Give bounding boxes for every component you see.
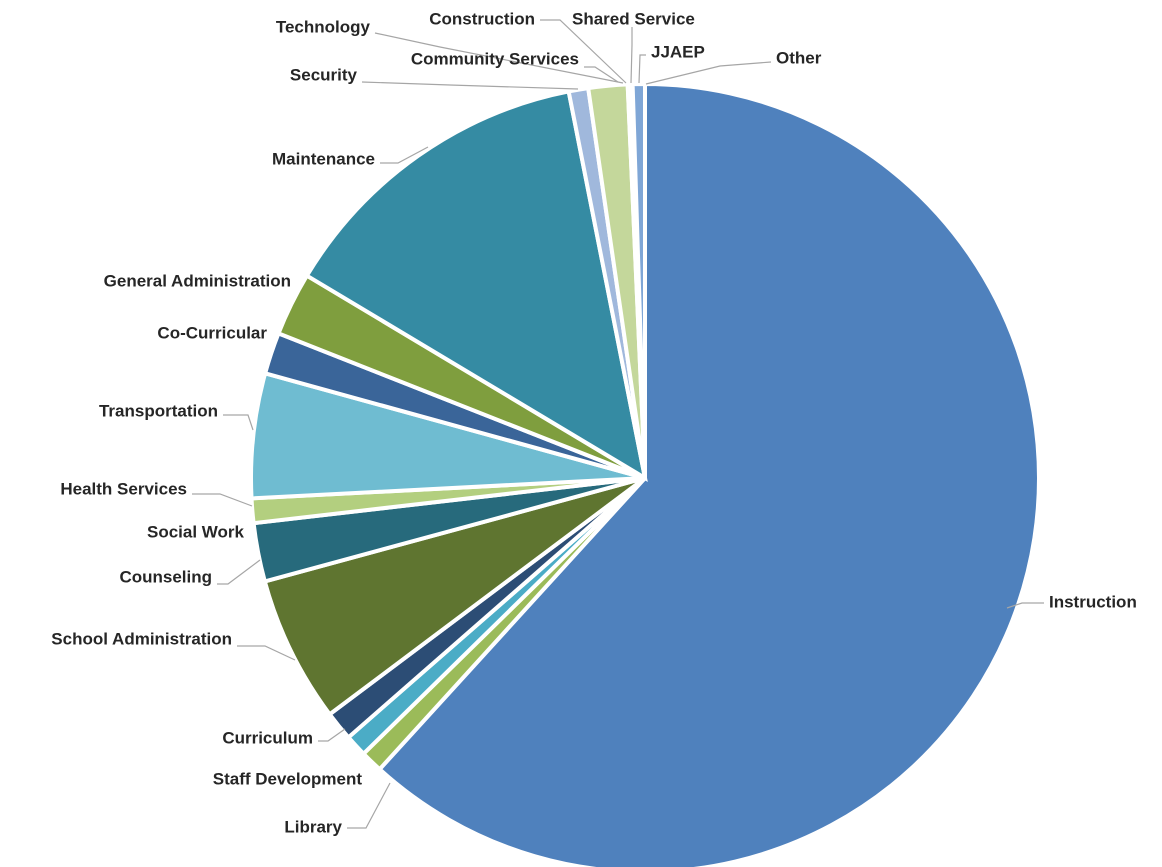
leader-shared-service [630,27,633,84]
leader-school-administration [237,645,296,661]
leader-library [347,782,391,829]
label-transportation: Transportation [99,401,218,420]
slice-instruction [376,81,1041,867]
slice-school-administration [262,476,647,718]
label-instruction: Instruction [1049,592,1137,611]
leader-counseling [217,559,261,585]
leader-construction [540,19,627,84]
leader-jjaep [638,54,646,84]
slice-labels: Instruction Library Staff Development Curri… [51,9,1137,836]
leader-curriculum [318,728,346,742]
label-social-work: Social Work [147,522,245,541]
label-maintenance: Maintenance [272,149,375,168]
label-general-administration: General Administration [104,271,291,290]
leader-maintenance [380,146,429,164]
leader-lines [192,19,1044,829]
label-community-services: Community Services [411,49,579,68]
leader-community-services [584,66,619,83]
label-shared-service: Shared Service [572,9,695,28]
label-other: Other [776,48,822,67]
leader-technology [374,32,624,84]
pie-slices [249,81,1041,867]
label-health-services: Health Services [60,479,187,498]
label-construction: Construction [429,9,535,28]
label-co-curricular: Co-Curricular [157,323,267,342]
leader-health-services [192,493,253,507]
label-library: Library [284,817,342,836]
label-technology: Technology [276,17,371,36]
leader-transportation [223,414,254,431]
slice-maintenance [304,89,648,483]
slice-other [630,81,647,479]
label-counseling: Counseling [119,567,212,586]
label-security: Security [290,65,358,84]
leader-instruction [1006,602,1044,609]
label-jjaep: JJAEP [651,42,705,61]
label-staff-development: Staff Development [213,769,363,788]
leader-other [645,61,772,85]
leader-security [361,81,579,90]
label-curriculum: Curriculum [222,728,313,747]
label-school-administration: School Administration [51,629,232,648]
